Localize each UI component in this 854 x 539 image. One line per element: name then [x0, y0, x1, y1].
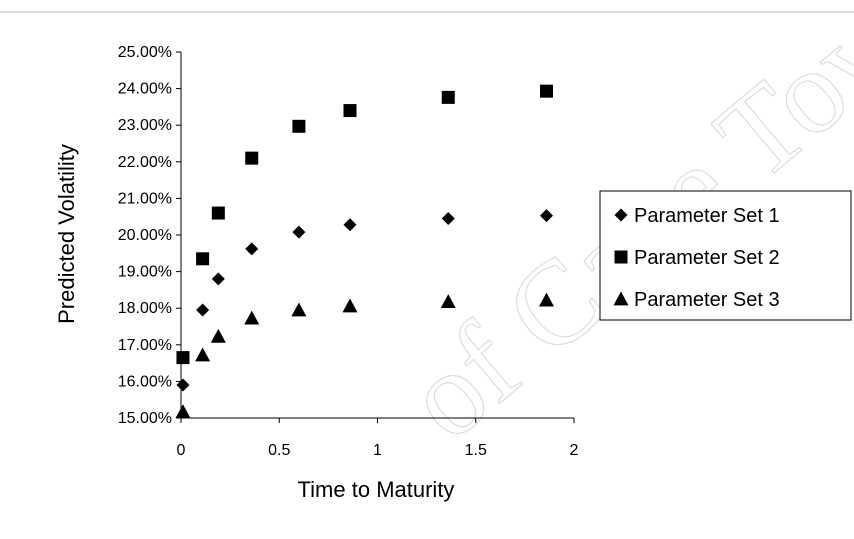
data-point-series-1 — [196, 303, 210, 317]
data-point-series-2 — [343, 104, 357, 118]
legend-label-series-2: Parameter Set 2 — [634, 247, 780, 269]
data-point-series-2 — [245, 151, 259, 165]
y-tick-label: 15.00% — [118, 410, 172, 427]
data-point-series-1 — [245, 242, 259, 256]
legend-label-series-3: Parameter Set 3 — [634, 289, 780, 311]
data-point-series-3 — [291, 302, 307, 317]
data-point-series-3 — [440, 294, 456, 308]
data-point-series-2 — [211, 206, 225, 220]
x-tick-label: 0.5 — [268, 442, 290, 459]
data-point-series-2 — [176, 351, 190, 365]
legend-marker-series-3 — [613, 291, 629, 306]
y-tick-label: 22.00% — [118, 154, 172, 171]
data-point-series-1 — [343, 218, 357, 232]
y-tick-label: 25.00% — [118, 44, 172, 61]
legend: Parameter Set 1 Parameter Set 2 Parameter … — [599, 190, 852, 321]
data-points — [175, 84, 554, 419]
data-point-series-2 — [441, 90, 455, 104]
x-tick-label: 2 — [570, 442, 579, 459]
y-tick-label: 17.00% — [118, 337, 172, 354]
legend-box — [599, 190, 852, 321]
data-point-series-1 — [292, 225, 306, 239]
x-axis-ticks: 0 0.5 1 1.5 2 — [177, 418, 579, 459]
x-tick-label: 0 — [177, 442, 186, 459]
data-point-series-3 — [195, 347, 211, 362]
y-tick-label: 23.00% — [118, 117, 172, 134]
y-tick-label: 19.00% — [118, 264, 172, 281]
x-tick-label: 1 — [373, 442, 382, 459]
legend-label-series-1: Parameter Set 1 — [634, 205, 780, 227]
data-point-series-2 — [539, 84, 553, 98]
x-tick-label: 1.5 — [465, 442, 487, 459]
y-tick-label: 20.00% — [118, 227, 172, 244]
y-axis-ticks: 15.00% 16.00% 17.00% 18.00% 19.00% 20.00% 21.0… — [118, 44, 181, 427]
x-axis-title: Time to Maturity — [298, 477, 455, 502]
y-tick-label: 21.00% — [118, 190, 172, 207]
legend-marker-series-2 — [614, 250, 628, 264]
legend-items: Parameter Set 1 Parameter Set 2 Parameter … — [613, 205, 780, 311]
y-tick-label: 24.00% — [118, 81, 172, 98]
y-axis-title: Predicted Volatility — [54, 144, 79, 324]
data-point-series-1 — [441, 212, 455, 226]
y-tick-label: 16.00% — [118, 373, 172, 390]
y-tick-label: 18.00% — [118, 300, 172, 317]
legend-marker-series-1 — [614, 208, 628, 222]
data-point-series-3 — [210, 328, 226, 343]
data-point-series-1 — [211, 272, 225, 286]
data-point-series-3 — [342, 298, 358, 313]
data-point-series-2 — [292, 119, 306, 133]
data-point-series-3 — [538, 292, 554, 307]
data-point-series-1 — [176, 378, 190, 392]
data-point-series-2 — [196, 252, 210, 266]
plot-area: 15.00% 16.00% 17.00% 18.00% 19.00% 20.00% 21.0… — [118, 44, 579, 459]
data-point-series-3 — [244, 310, 260, 325]
data-point-series-1 — [539, 209, 553, 223]
data-point-series-3 — [175, 404, 191, 419]
